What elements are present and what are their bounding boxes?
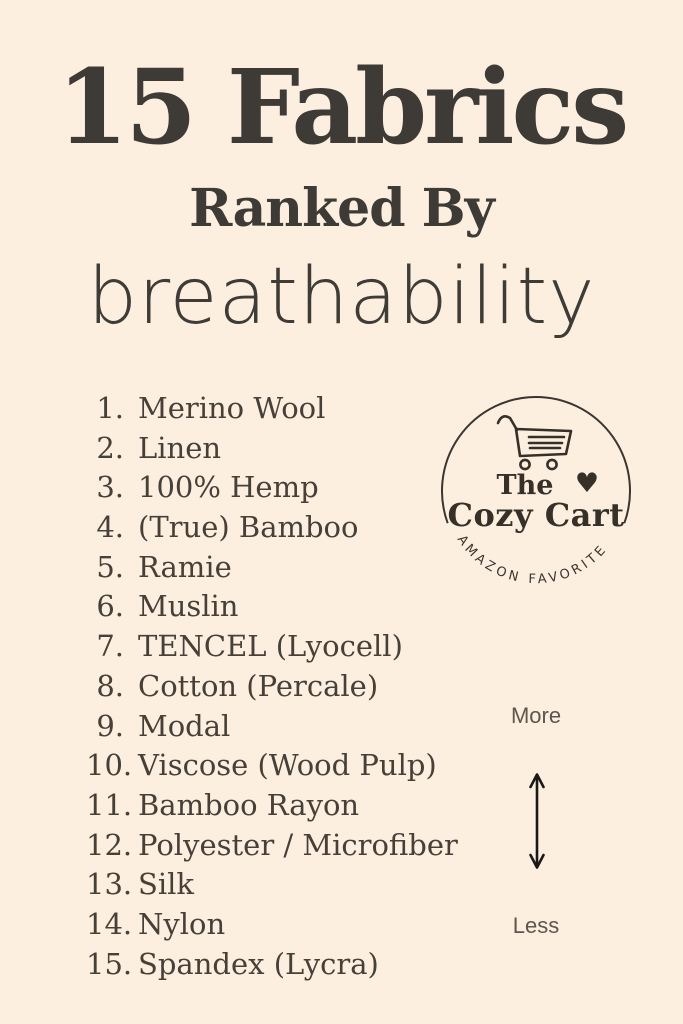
logo-name-line1: The <box>497 470 554 501</box>
list-item: 1. Merino Wool <box>86 389 458 429</box>
scale-less-label: Less <box>512 913 560 938</box>
poster-title: 15 Fabrics <box>56 47 630 168</box>
scale-more-label: More <box>510 703 562 728</box>
fabric-ranking-list: 1. Merino Wool 2. Linen 3. 100% Hemp 4. … <box>86 389 458 984</box>
poster-subtitle: Ranked By <box>189 178 495 239</box>
list-item-label: TENCEL (Lyocell) <box>138 629 403 664</box>
list-item-number: 15. <box>86 946 133 981</box>
list-item: 10. Viscose (Wood Pulp) <box>86 746 458 786</box>
list-item-number: 3. <box>96 470 124 505</box>
list-item-number: 14. <box>86 906 133 941</box>
list-item-number: 10. <box>86 748 133 783</box>
list-item-label: Ramie <box>138 549 232 584</box>
list-item-label: Bamboo Rayon <box>138 787 360 822</box>
list-item-number: 7. <box>96 629 124 664</box>
list-item-number: 9. <box>96 708 124 743</box>
list-item-number: 6. <box>96 589 124 624</box>
list-item: 3. 100% Hemp <box>86 468 458 508</box>
list-item: 15. Spandex (Lycra) <box>86 945 458 985</box>
heart-icon: ♥ <box>575 468 599 499</box>
list-item-label: Linen <box>138 430 222 465</box>
list-item: 5. Ramie <box>86 548 458 588</box>
list-item-number: 4. <box>96 510 124 545</box>
list-item: 2. Linen <box>86 429 458 469</box>
shopping-cart-icon <box>496 415 573 471</box>
list-item-label: 100% Hemp <box>138 470 319 505</box>
up-down-arrow-icon <box>529 773 545 869</box>
list-item-number: 8. <box>96 668 124 703</box>
list-item-number: 1. <box>96 391 124 425</box>
list-item-label: Nylon <box>138 906 226 941</box>
list-item: 12. Polyester / Microfiber <box>86 826 458 866</box>
list-item-number: 5. <box>96 549 124 584</box>
list-item-label: Spandex (Lycra) <box>138 946 379 981</box>
list-item: 13. Silk <box>86 865 458 905</box>
list-item: 9. Modal <box>86 707 458 747</box>
list-item-label: Modal <box>138 708 231 743</box>
list-item-label: Viscose (Wood Pulp) <box>138 748 437 783</box>
list-item-number: 11. <box>86 787 133 822</box>
list-item: 14. Nylon <box>86 905 458 945</box>
list-item-number: 13. <box>86 867 133 902</box>
cozy-cart-logo: The ♥ Cozy Cart AMAZON FAVORITES <box>436 392 636 604</box>
list-item: 8. Cotton (Percale) <box>86 667 458 707</box>
list-item-label: Merino Wool <box>138 391 326 425</box>
list-item-number: 2. <box>96 430 124 465</box>
logo-circle-arc <box>441 396 631 524</box>
list-item-label: Silk <box>138 867 194 902</box>
poster-keyword: breathability <box>87 252 596 342</box>
list-item: 4. (True) Bamboo <box>86 508 458 548</box>
list-item: 11. Bamboo Rayon <box>86 786 458 826</box>
list-item: 6. Muslin <box>86 587 458 627</box>
list-item-label: Polyester / Microfiber <box>138 827 458 862</box>
list-item-label: Cotton (Percale) <box>138 668 379 703</box>
list-item-label: (True) Bamboo <box>138 510 359 545</box>
list-item-number: 12. <box>86 827 133 862</box>
list-item-label: Muslin <box>138 589 239 624</box>
logo-name-line2: Cozy Cart <box>447 496 624 534</box>
list-item: 7. TENCEL (Lyocell) <box>86 627 458 667</box>
